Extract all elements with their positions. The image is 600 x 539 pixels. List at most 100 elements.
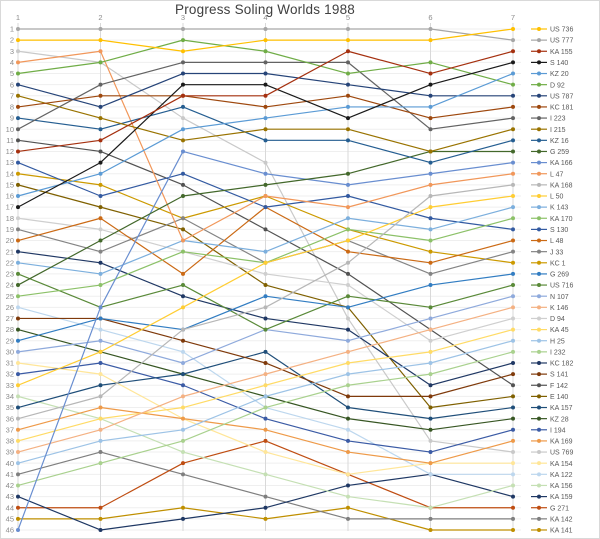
series-marker [263, 249, 268, 254]
legend-label: G 269 [550, 272, 569, 279]
series-marker [98, 249, 103, 254]
y-axis-tick-label: 15 [6, 180, 14, 189]
series-marker [98, 383, 103, 388]
series-marker [181, 360, 185, 365]
series-marker [428, 527, 433, 532]
legend-marker-dot [537, 205, 541, 210]
series-marker [181, 27, 185, 31]
series-marker [511, 82, 515, 87]
series-marker [346, 271, 350, 276]
series-marker [263, 360, 268, 365]
series-marker [181, 416, 185, 421]
series-marker [428, 38, 433, 43]
series-marker [181, 249, 185, 254]
series-marker [98, 527, 103, 532]
legend-marker-dot [537, 171, 541, 176]
series-marker [511, 260, 515, 265]
series-marker [511, 227, 515, 232]
legend-marker-dot [537, 505, 541, 510]
series-marker [511, 249, 515, 254]
legend-label: S 130 [550, 227, 568, 234]
legend-marker-dot [537, 483, 541, 488]
legend-marker-dot [537, 527, 541, 532]
y-axis-tick-label: 32 [6, 370, 14, 379]
legend-label: US 777 [550, 38, 573, 45]
series-marker [428, 271, 433, 276]
legend-marker-dot [537, 516, 541, 521]
y-axis-tick-label: 27 [6, 314, 14, 323]
chart-title: Progress Soling Worlds 1988 [175, 2, 355, 17]
legend-label: KA 159 [550, 494, 573, 501]
series-marker [263, 71, 268, 76]
series-marker [181, 116, 185, 121]
series-marker [346, 294, 350, 299]
series-marker [346, 416, 350, 421]
y-axis-tick-label: 13 [6, 158, 14, 167]
series-marker [428, 182, 433, 187]
series-marker [263, 60, 268, 65]
series-marker [511, 349, 515, 354]
series-marker [263, 516, 268, 521]
y-axis-tick-label: 1 [10, 25, 14, 34]
legend-label: KA 169 [550, 439, 573, 446]
series-marker [16, 305, 20, 310]
series-marker [181, 450, 185, 455]
series-marker [181, 49, 185, 54]
series-marker [98, 149, 103, 154]
series-marker [16, 316, 20, 321]
series-marker [511, 305, 515, 310]
series-marker [511, 193, 515, 198]
series-marker [181, 60, 185, 65]
series-marker [511, 38, 515, 43]
series-marker [511, 427, 515, 432]
legend-marker-dot [537, 138, 541, 143]
legend-marker-dot [537, 116, 541, 121]
y-axis-tick-label: 16 [6, 192, 14, 201]
y-axis-tick-label: 11 [6, 136, 14, 145]
series-marker [511, 238, 515, 243]
series-marker [16, 494, 20, 499]
series-marker [98, 182, 103, 187]
series-marker [16, 427, 20, 432]
series-marker [346, 27, 350, 31]
series-marker [98, 349, 103, 354]
y-axis-tick-label: 42 [6, 481, 14, 490]
y-axis-tick-label: 20 [6, 236, 14, 245]
y-axis-tick-label: 17 [6, 203, 14, 212]
series-marker [98, 416, 103, 421]
series-marker [428, 349, 433, 354]
series-marker [263, 327, 268, 332]
legend-label: K 143 [550, 205, 568, 212]
series-marker [263, 193, 268, 198]
series-marker [16, 104, 20, 109]
series-marker [346, 49, 350, 54]
series-marker [428, 116, 433, 121]
series-marker [428, 427, 433, 432]
series-marker [98, 82, 103, 87]
series-marker [428, 205, 433, 210]
legend-label: L 47 [550, 171, 563, 178]
series-marker [181, 149, 185, 154]
series-marker [181, 394, 185, 399]
legend-label: L 48 [550, 238, 563, 245]
y-axis-tick-label: 31 [6, 359, 14, 368]
legend-label: S 141 [550, 372, 568, 379]
y-axis-tick-label: 9 [10, 114, 14, 123]
series-marker [16, 182, 20, 187]
series-marker [16, 149, 20, 154]
series-marker [346, 82, 350, 87]
series-marker [98, 38, 103, 43]
series-marker [511, 461, 515, 466]
legend-marker-dot [537, 349, 541, 354]
y-axis-tick-label: 33 [6, 381, 14, 390]
legend-label: US 716 [550, 283, 573, 290]
legend-label: KA 142 [550, 516, 573, 523]
series-marker [181, 405, 185, 410]
series-marker [98, 461, 103, 466]
series-marker [511, 316, 515, 321]
series-marker [16, 260, 20, 265]
series-marker [346, 171, 350, 176]
series-marker [428, 383, 433, 388]
series-marker [16, 238, 20, 243]
series-marker [428, 60, 433, 65]
